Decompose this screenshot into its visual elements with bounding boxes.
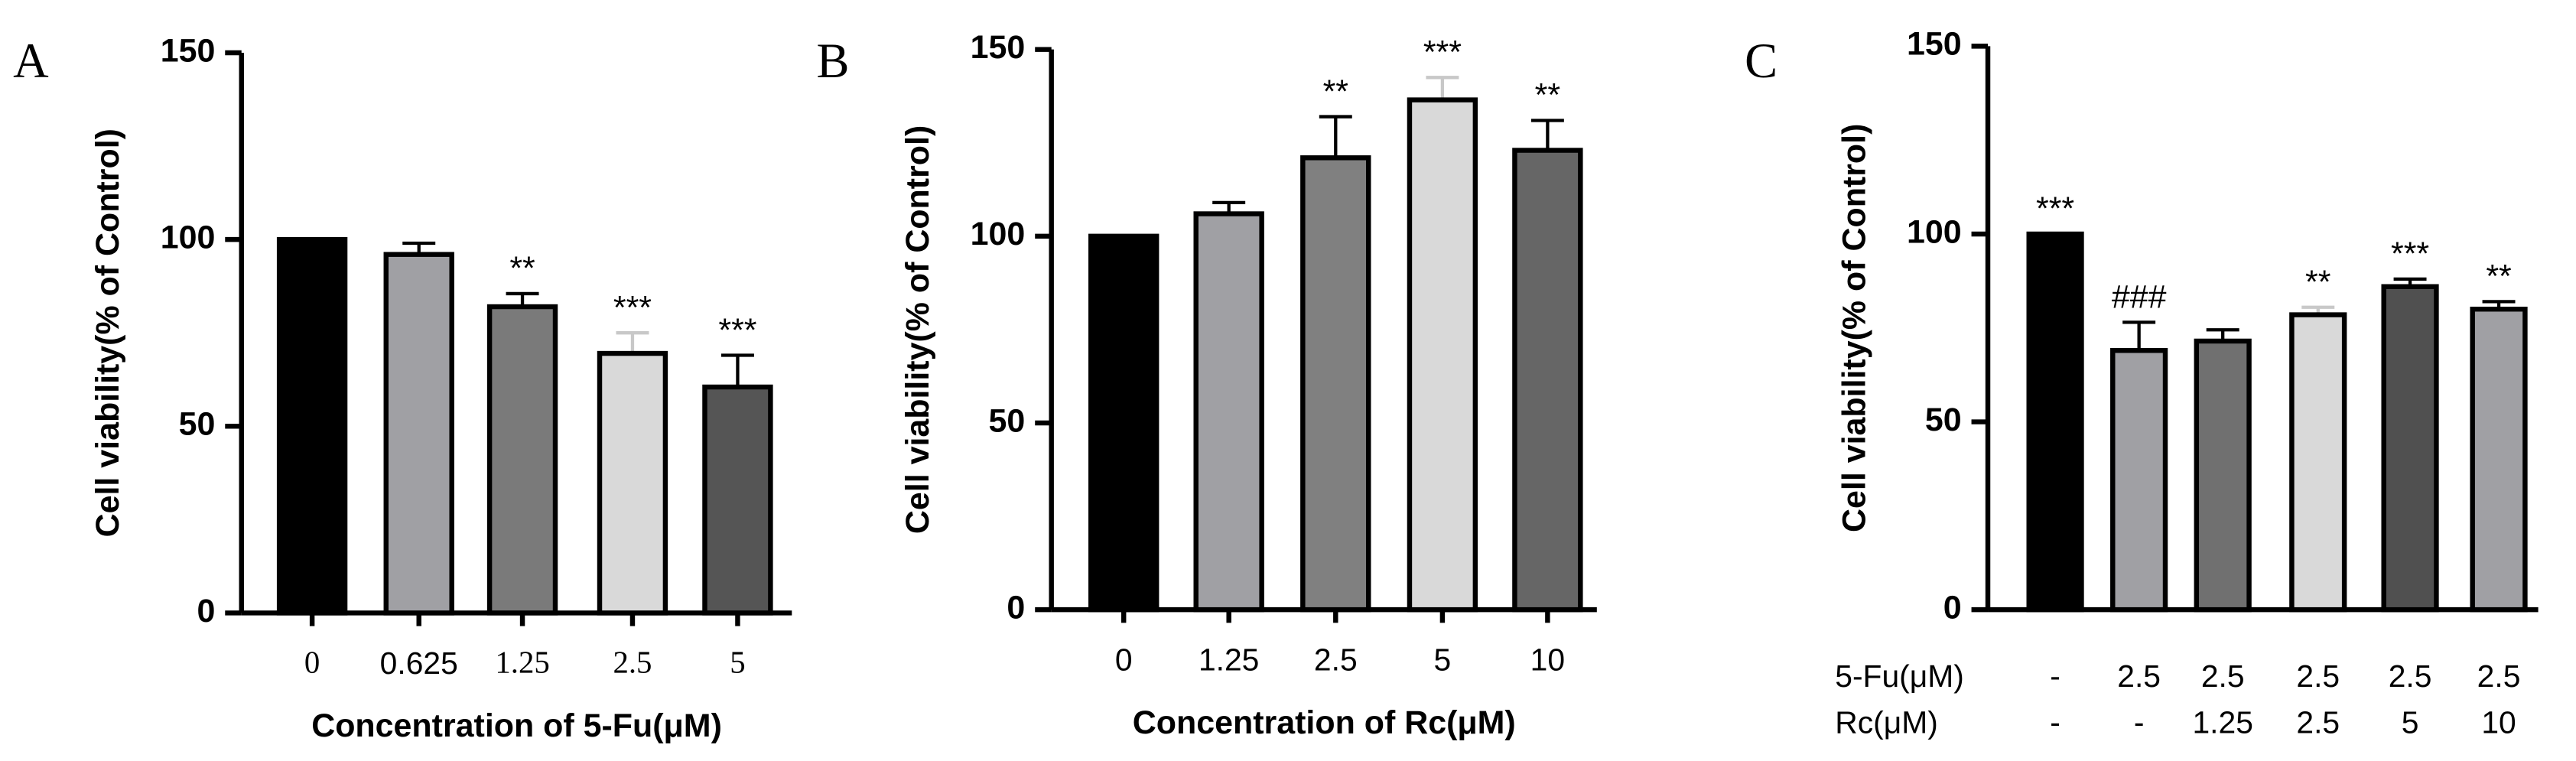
bar (2194, 338, 2252, 613)
bar (1300, 155, 1371, 613)
row-label: Rc(μM) (1835, 704, 1938, 740)
bar (2381, 284, 2439, 613)
panel-label: C (1745, 34, 1778, 88)
x-tick-label: 2.5 (2389, 659, 2432, 694)
significance-label: *** (2391, 236, 2429, 272)
significance-label: ** (2305, 264, 2331, 301)
bar (1512, 148, 1583, 613)
y-tick-label: 100 (1907, 213, 1962, 250)
bar (2470, 306, 2528, 613)
bar (383, 252, 454, 616)
x-tick-label: - (2050, 659, 2060, 694)
significance-label: *** (1423, 34, 1462, 71)
x-axis-label: Concentration of Rc(μM) (1133, 704, 1516, 741)
bar (276, 236, 348, 616)
significance-label: *** (613, 289, 652, 326)
x-tick-label: 2.5 (2296, 659, 2340, 694)
x-tick-label: 2.5 (2296, 704, 2340, 740)
y-tick-label: 150 (1907, 26, 1962, 63)
y-tick-label: 150 (971, 29, 1026, 66)
y-tick-label: 50 (179, 406, 216, 443)
bar (2026, 231, 2084, 613)
y-tick-label: 0 (197, 593, 215, 629)
y-tick-label: 100 (971, 216, 1026, 252)
x-tick-label: 2.5 (2201, 659, 2245, 694)
y-axis-label: Cell viability(% of Control) (899, 125, 936, 534)
bar (1193, 211, 1264, 613)
x-tick-label: 0 (304, 646, 320, 680)
x-tick-label: 2.5 (1314, 642, 1358, 678)
bar (486, 304, 558, 616)
x-tick-label: 2.5 (613, 646, 652, 680)
y-tick-label: 150 (161, 32, 216, 69)
y-tick-label: 50 (1925, 402, 1962, 438)
y-axis-label: Cell viability(% of Control) (89, 128, 126, 537)
x-tick-label: 5 (730, 646, 745, 680)
significance-label: *** (2036, 190, 2074, 227)
bar (2289, 312, 2347, 613)
x-tick-label: 1.25 (1199, 642, 1259, 678)
x-tick-label: 5 (2402, 704, 2419, 740)
bar (1088, 233, 1160, 613)
x-tick-label: 0 (1115, 642, 1133, 678)
y-tick-label: 0 (1943, 589, 1962, 626)
significance-label: ** (1323, 73, 1349, 110)
significance-label: ** (2486, 259, 2512, 295)
x-tick-label: 2.5 (2117, 659, 2161, 694)
bar (597, 350, 668, 616)
x-tick-label: 0.625 (380, 646, 458, 681)
panel-label: B (817, 34, 850, 88)
x-axis-label: Concentration of 5-Fu(μM) (311, 707, 722, 744)
x-tick-label: 10 (1530, 642, 1565, 678)
y-tick-label: 0 (1007, 589, 1025, 626)
bar (1407, 97, 1478, 613)
x-tick-label: 1.25 (495, 646, 549, 680)
x-tick-label: - (2050, 704, 2060, 740)
x-tick-label: 1.25 (2192, 704, 2252, 740)
significance-label: ** (1535, 77, 1561, 114)
bar (702, 384, 773, 616)
x-tick-label: 10 (2481, 704, 2516, 740)
y-tick-label: 50 (989, 402, 1026, 439)
row-label: 5-Fu(μM) (1835, 659, 1964, 694)
significance-label: ** (509, 250, 535, 287)
y-axis-label: Cell viability(% of Control) (1836, 124, 1873, 532)
x-tick-label: - (2134, 704, 2145, 740)
panel-label: A (13, 34, 49, 88)
x-tick-label: 5 (1434, 642, 1452, 678)
significance-label: ### (2112, 279, 2167, 316)
y-tick-label: 100 (161, 219, 216, 255)
bar (2110, 348, 2168, 613)
significance-label: *** (718, 312, 756, 349)
x-tick-label: 2.5 (2477, 659, 2521, 694)
